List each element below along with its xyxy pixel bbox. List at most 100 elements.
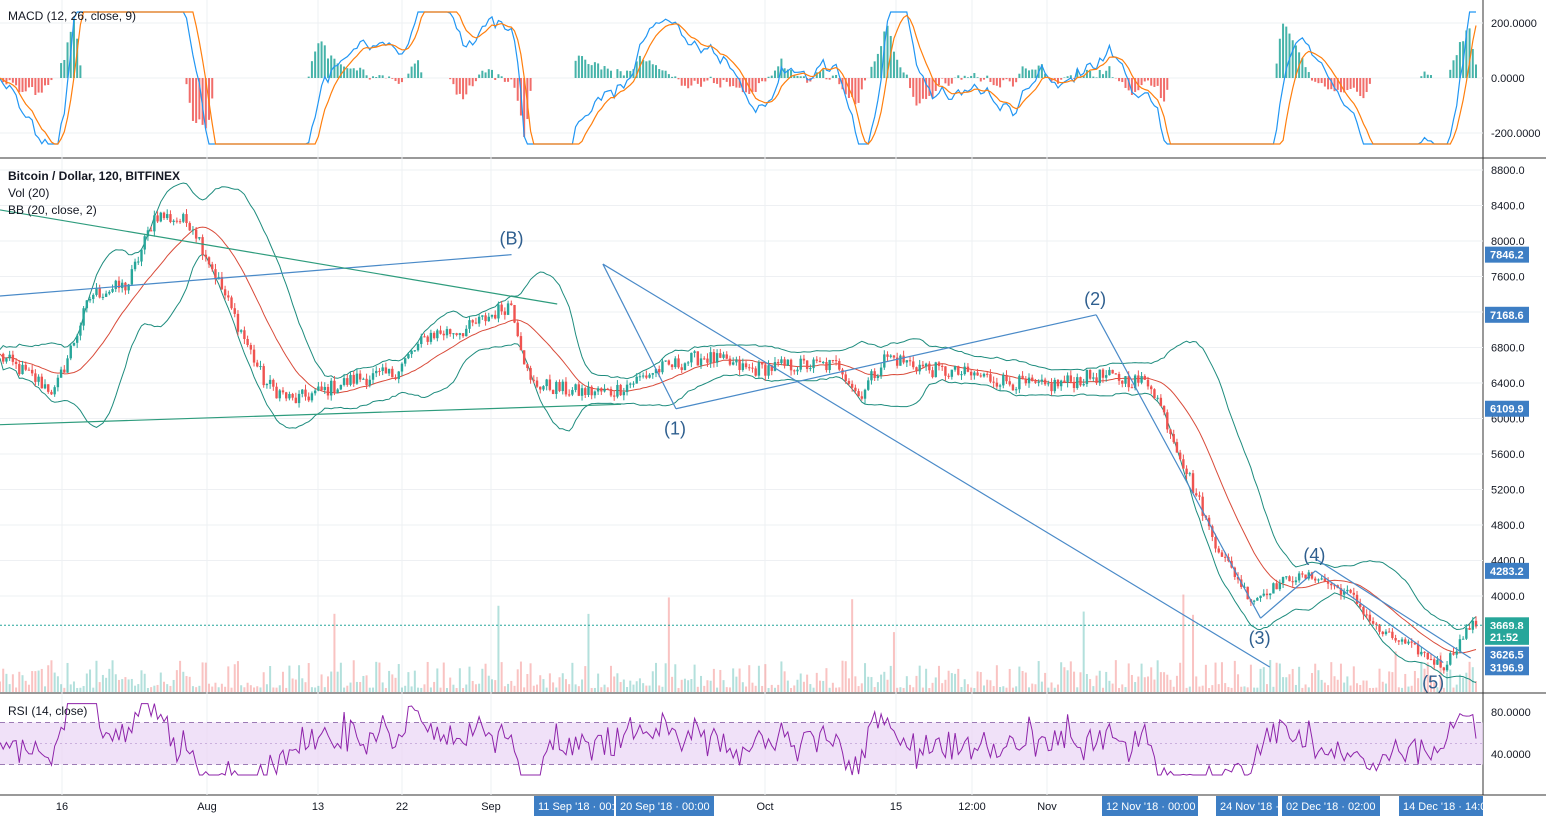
volume-bar — [295, 680, 297, 692]
candle-body — [198, 237, 200, 239]
volume-bar — [1256, 688, 1258, 692]
macd-histogram-bar — [491, 70, 493, 78]
candle-body — [716, 353, 718, 363]
candle-body — [481, 315, 483, 316]
rsi-axis-label: 80.0000 — [1491, 707, 1531, 719]
candle-body — [992, 382, 994, 383]
volume-bar — [1057, 685, 1059, 692]
candle-body — [21, 365, 23, 374]
volume-bar — [858, 686, 860, 692]
candle-body — [272, 380, 274, 387]
volume-bar — [134, 686, 136, 692]
macd-histogram-bar — [671, 77, 673, 78]
volume-bar — [800, 674, 802, 692]
candle-body — [1263, 594, 1265, 596]
macd-histogram-bar — [1350, 78, 1352, 89]
volume-bar — [983, 685, 985, 692]
macd-histogram-bar — [514, 78, 516, 88]
candle-body — [809, 368, 811, 369]
volume-bar — [288, 666, 290, 692]
macd-histogram-bar — [716, 78, 718, 84]
price-candles — [2, 209, 1477, 674]
macd-histogram-bar — [1356, 78, 1358, 92]
volume-bar — [340, 663, 342, 692]
candle-body — [214, 269, 216, 279]
candle-body — [250, 345, 252, 350]
macd-histogram-bar — [761, 78, 763, 81]
volume-bar — [542, 679, 544, 692]
candle-body — [153, 215, 155, 231]
macd-histogram-bar — [452, 78, 454, 84]
candle-body — [523, 350, 525, 364]
candle-body — [275, 387, 277, 399]
candle-body — [156, 215, 158, 221]
candle-body — [906, 360, 908, 362]
candle-body — [1153, 389, 1155, 398]
candle-body — [1156, 398, 1158, 399]
candle-body — [922, 365, 924, 366]
candle-body — [1423, 652, 1425, 653]
macd-histogram-bar — [1472, 49, 1474, 78]
volume-bar — [1202, 686, 1204, 692]
volume-bar — [1076, 687, 1078, 692]
macd-histogram-bar — [1469, 28, 1471, 78]
volume-bar — [497, 606, 499, 692]
volume-bar — [60, 684, 62, 692]
volume-bar — [337, 672, 339, 692]
candle-body — [729, 359, 731, 365]
macd-histogram-bar — [870, 67, 872, 78]
volume-bar — [491, 679, 493, 692]
candle-body — [44, 384, 46, 388]
macd-histogram-bar — [366, 75, 368, 78]
candle-body — [1272, 583, 1274, 593]
candle-body — [732, 362, 734, 364]
volume-bar — [263, 672, 265, 692]
volume-bar — [1034, 684, 1036, 692]
volume-bar — [1298, 667, 1300, 692]
candle-body — [1044, 380, 1046, 385]
volume-bar — [140, 670, 142, 692]
volume-bar — [510, 681, 512, 692]
price-title: Bitcoin / Dollar, 120, BITFINEX — [8, 169, 180, 183]
candle-body — [433, 333, 435, 338]
volume-bar — [218, 687, 220, 692]
candle-body — [398, 372, 400, 379]
candle-body — [558, 382, 560, 391]
macd-histogram-bar — [986, 76, 988, 78]
macd-histogram-bar — [906, 75, 908, 78]
candle-body — [636, 377, 638, 384]
volume-bar — [986, 680, 988, 692]
candle-body — [989, 374, 991, 381]
candle-body — [391, 369, 393, 377]
volume-bar — [423, 684, 425, 692]
candle-body — [668, 360, 670, 364]
macd-histogram-bar — [829, 78, 831, 80]
volume-bar — [1006, 688, 1008, 692]
candle-body — [957, 366, 959, 375]
volume-bar — [1343, 683, 1345, 692]
macd-histogram-bar — [607, 69, 609, 78]
volume-bar — [366, 675, 368, 692]
candle-body — [745, 363, 747, 367]
candle-body — [381, 367, 383, 371]
macd-histogram-bar — [684, 78, 686, 86]
volume-bar — [50, 660, 52, 692]
macd-histogram-bar — [44, 78, 46, 85]
volume-bar — [1173, 687, 1175, 692]
macd-histogram-bar — [723, 78, 725, 80]
volume-bar — [813, 688, 815, 692]
macd-histogram-bar — [626, 71, 628, 78]
candle-body — [410, 351, 412, 354]
volume-bar — [1308, 687, 1310, 692]
volume-bar — [1317, 670, 1319, 692]
macd-histogram-bar — [462, 78, 464, 99]
volume-bar — [1404, 674, 1406, 692]
volume-bar — [539, 675, 541, 692]
macd-histogram-bar — [970, 76, 972, 78]
macd-histogram-bar — [475, 78, 477, 81]
candle-body — [960, 374, 962, 375]
volume-bar — [793, 685, 795, 692]
macd-histogram-bar — [594, 62, 596, 78]
